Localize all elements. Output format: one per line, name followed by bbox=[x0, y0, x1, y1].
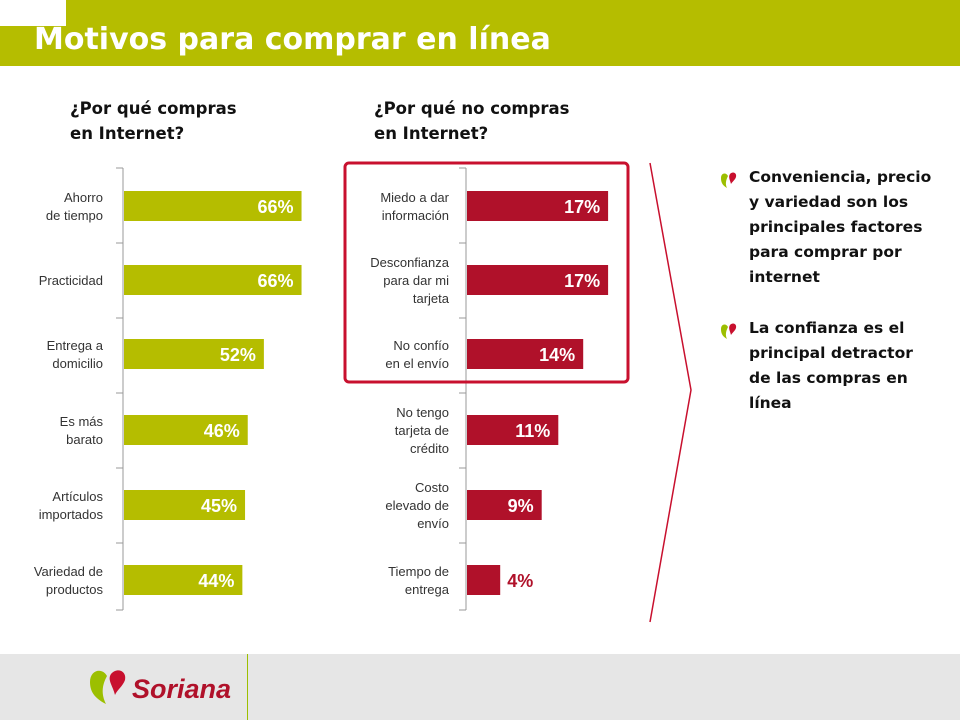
summary-bullets: Conveniencia, precio y variedad son los … bbox=[718, 165, 938, 442]
header-corner bbox=[0, 0, 66, 26]
category-label: Desconfianza para dar mi tarjeta bbox=[370, 255, 450, 306]
data-label: 45% bbox=[201, 496, 237, 516]
data-label: 44% bbox=[198, 571, 234, 591]
bullet-item: La confianza es el principal detractor d… bbox=[718, 316, 938, 416]
footer-divider bbox=[247, 654, 248, 720]
bar bbox=[467, 490, 542, 520]
bar bbox=[467, 191, 609, 221]
category-label: No tengo tarjeta de crédito bbox=[395, 405, 449, 456]
bar bbox=[467, 565, 501, 595]
data-label: 14% bbox=[539, 345, 575, 365]
data-label: 11% bbox=[515, 421, 550, 441]
category-label: No confío en el envío bbox=[385, 338, 449, 371]
connector-bracket bbox=[649, 162, 692, 623]
highlight-box bbox=[343, 161, 630, 384]
bullet-item: Conveniencia, precio y variedad son los … bbox=[718, 165, 938, 290]
category-label: Variedad de productos bbox=[34, 564, 104, 597]
header-bar: Motivos para comprar en línea bbox=[0, 0, 960, 66]
category-label: Ahorro de tiempo bbox=[46, 190, 103, 223]
category-label: Tiempo de entrega bbox=[388, 564, 450, 597]
bar bbox=[467, 339, 584, 369]
soriana-heart-icon bbox=[721, 323, 737, 339]
bar bbox=[124, 565, 243, 595]
category-label: Practicidad bbox=[39, 273, 103, 288]
chart-title-not-buy: ¿Por qué no compras en Internet? bbox=[374, 99, 570, 143]
bullet-text: Conveniencia, precio y variedad son los … bbox=[749, 168, 932, 286]
data-label: 9% bbox=[508, 496, 534, 516]
bullet-text: La confianza es el principal detractor d… bbox=[749, 319, 913, 412]
bar bbox=[124, 265, 302, 295]
data-label: 17% bbox=[564, 197, 600, 217]
soriana-heart-icon bbox=[721, 172, 737, 188]
soriana-logo-icon bbox=[90, 670, 126, 704]
chart-title-buy: ¿Por qué compras en Internet? bbox=[70, 99, 237, 143]
bar bbox=[467, 265, 609, 295]
data-label: 46% bbox=[204, 421, 240, 441]
category-label: Miedo a dar información bbox=[380, 190, 449, 223]
data-label: 66% bbox=[258, 197, 294, 217]
data-label: 66% bbox=[258, 271, 294, 291]
bar bbox=[124, 339, 264, 369]
bar bbox=[124, 415, 248, 445]
page-title: Motivos para comprar en línea bbox=[34, 22, 551, 57]
data-label: 52% bbox=[220, 345, 256, 365]
data-label: 4% bbox=[507, 571, 533, 591]
footer-bar: Soriana bbox=[0, 654, 960, 720]
bar bbox=[124, 490, 246, 520]
category-label: Artículos importados bbox=[39, 489, 104, 522]
data-label: 17% bbox=[564, 271, 600, 291]
bar bbox=[467, 415, 559, 445]
bar bbox=[124, 191, 302, 221]
category-label: Costo elevado de envío bbox=[385, 480, 449, 531]
category-label: Entrega a domicilio bbox=[47, 338, 104, 371]
brand-name: Soriana bbox=[132, 674, 232, 704]
category-label: Es más barato bbox=[60, 414, 104, 447]
